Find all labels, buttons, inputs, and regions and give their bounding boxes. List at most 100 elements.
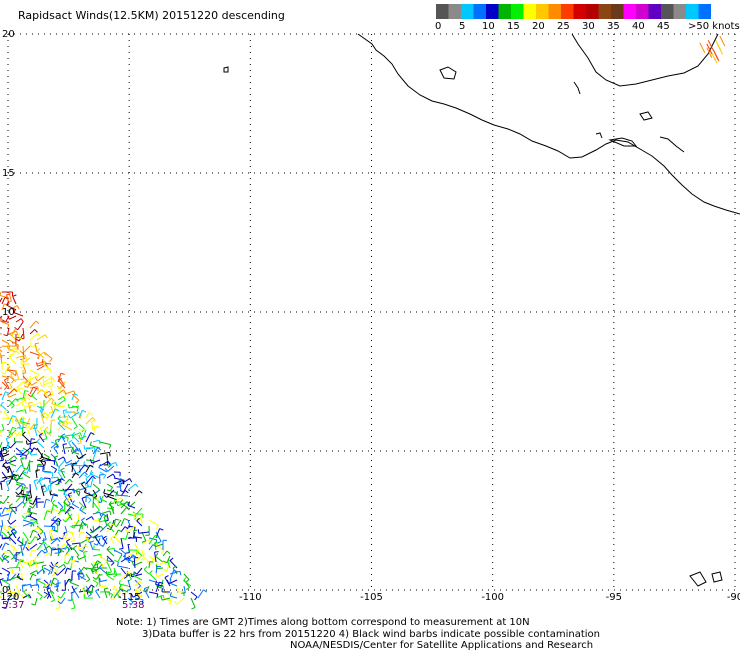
- island: [712, 572, 722, 582]
- wind-barb: [84, 551, 88, 552]
- wind-barb: [31, 382, 37, 385]
- wind-barb: [12, 511, 16, 512]
- wind-barb: [0, 572, 2, 574]
- wind-barb: [6, 481, 9, 490]
- wind-barb: [22, 399, 23, 406]
- wind-barb: [79, 492, 80, 496]
- wind-barb: [86, 517, 92, 520]
- time-label: 5:37: [2, 600, 24, 611]
- wind-barb: [107, 549, 114, 556]
- wind-barb: [37, 464, 38, 472]
- wind-barb: [93, 577, 96, 579]
- wind-barb: [1, 482, 2, 490]
- wind-barb: [94, 544, 98, 545]
- wind-barb: [9, 399, 16, 406]
- wind-barb: [0, 292, 1, 296]
- longitude-label: -100: [481, 592, 504, 603]
- wind-barb: [113, 575, 117, 577]
- wind-barb: [32, 395, 37, 400]
- wind-barb: [44, 478, 50, 479]
- wind-barb: [59, 460, 65, 467]
- wind-barb: [110, 445, 111, 449]
- wind-barb: [44, 352, 52, 359]
- wind-barb: [170, 583, 177, 586]
- wind-barb: [65, 568, 67, 574]
- wind-barb: [58, 502, 63, 507]
- wind-barb: [45, 335, 47, 338]
- longitude-label: -90: [727, 592, 740, 603]
- wind-barb: [160, 529, 164, 531]
- wind-barb: [82, 410, 86, 412]
- wind-barb: [37, 374, 39, 378]
- latitude-label: 10: [2, 307, 15, 318]
- wind-barb: [155, 553, 157, 556]
- wind-barb: [20, 450, 24, 451]
- wind-barb: [77, 472, 81, 473]
- wind-barb: [72, 532, 74, 541]
- wind-barb: [14, 431, 16, 434]
- wind-barb: [34, 481, 37, 490]
- wind-barb: [64, 562, 67, 564]
- wind-barb: [70, 541, 74, 542]
- wind-barb: [3, 462, 6, 464]
- wind-barb: [126, 532, 128, 539]
- wind-barb: [104, 589, 107, 598]
- wind-barb: [74, 394, 78, 395]
- wind-barb: [0, 544, 2, 553]
- wind-barb: [9, 544, 15, 548]
- wind-barb: [40, 596, 43, 599]
- wind-barb: [24, 386, 28, 388]
- wind-barb: [23, 468, 27, 469]
- wind-barb: [18, 475, 19, 479]
- wind-barb: [100, 580, 107, 582]
- coastline: [224, 34, 740, 586]
- wind-barb: [86, 496, 91, 500]
- wind-barb: [85, 448, 93, 449]
- wind-barb: [61, 434, 65, 436]
- wind-barb: [124, 518, 128, 520]
- wind-barb: [68, 404, 69, 408]
- wind-barb: [47, 511, 51, 512]
- wind-barb: [23, 406, 25, 412]
- wind-barb: [42, 565, 46, 566]
- wind-barb: [25, 406, 29, 407]
- wind-barb: [21, 319, 23, 322]
- wind-barb: [2, 392, 5, 400]
- wind-barb: [17, 390, 23, 394]
- wind-barb: [29, 410, 37, 412]
- wind-barb: [72, 543, 80, 544]
- wind-barb: [64, 394, 67, 397]
- wind-barb: [84, 461, 85, 465]
- wind-barb: [25, 391, 29, 392]
- wind-barb: [80, 510, 86, 514]
- wind-barb: [5, 543, 9, 545]
- wind-barb: [16, 381, 24, 388]
- wind-barb: [149, 520, 158, 525]
- wind-barb: [93, 580, 98, 583]
- wind-barb: [99, 518, 100, 522]
- wind-barb: [65, 526, 67, 532]
- wind-barb: [79, 539, 88, 544]
- wind-barb: [39, 436, 44, 442]
- wind-barb: [8, 521, 10, 524]
- wind-barb: [29, 503, 33, 505]
- wind-barb: [118, 556, 121, 562]
- wind-barb: [121, 518, 124, 526]
- wind-barb: [1, 372, 5, 374]
- wind-barb: [165, 576, 169, 578]
- wind-barb: [44, 511, 47, 520]
- wind-barb: [32, 550, 36, 551]
- wind-barb: [142, 532, 146, 541]
- wind-barb: [33, 530, 37, 532]
- wind-barb: [63, 444, 65, 454]
- wind-barb: [3, 335, 7, 336]
- wind-barb: [9, 292, 11, 301]
- wind-barb: [22, 473, 30, 478]
- wind-barb: [58, 396, 63, 400]
- wind-barb: [51, 477, 58, 478]
- wind-barb: [13, 296, 16, 304]
- wind-barb: [116, 462, 117, 466]
- wind-barb: [163, 551, 167, 556]
- wind-barb: [17, 482, 23, 484]
